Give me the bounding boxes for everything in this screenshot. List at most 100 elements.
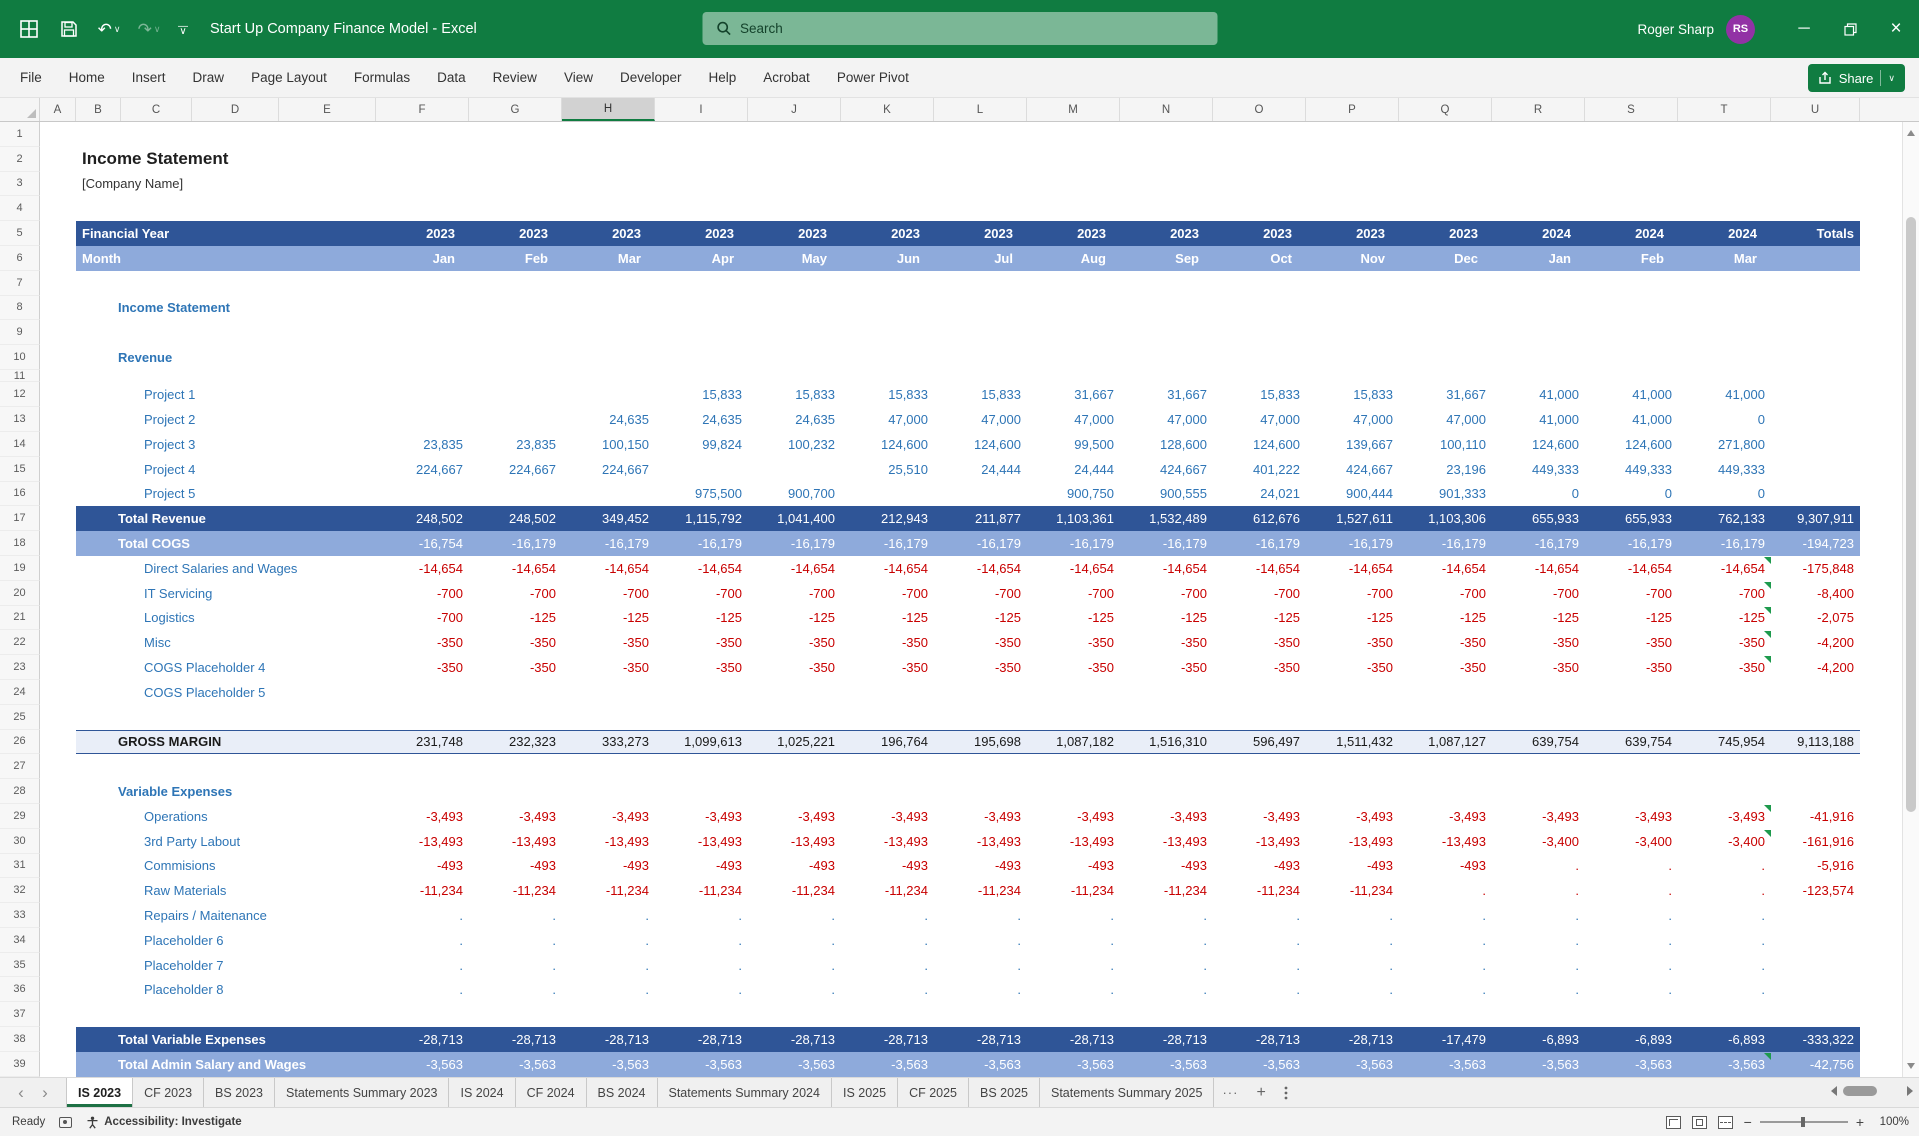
cell-G13[interactable] (469, 407, 562, 432)
cell-J35[interactable]: . (831, 957, 835, 973)
cell-F34[interactable]: . (459, 932, 463, 948)
cell-F32[interactable]: -11,234 (419, 883, 463, 899)
cell-R32[interactable]: . (1575, 883, 1579, 899)
cell-P33[interactable]: . (1389, 907, 1393, 923)
cell-T23[interactable]: -350 (1678, 655, 1771, 680)
cell-N35[interactable]: . (1203, 957, 1207, 973)
cell-T36[interactable]: . (1761, 982, 1765, 998)
cell-O30[interactable]: -13,493 (1255, 833, 1300, 849)
column-header-M[interactable]: M (1027, 98, 1120, 121)
cell-O31[interactable]: -493 (1273, 858, 1300, 874)
cell-P22[interactable]: -350 (1366, 635, 1393, 651)
menu-view[interactable]: View (563, 70, 593, 85)
cell-Q36[interactable]: . (1482, 982, 1486, 998)
column-header-A[interactable]: A (40, 98, 76, 121)
cell-A29[interactable] (40, 804, 76, 829)
row-header-4[interactable]: 4 (0, 196, 40, 222)
cell-U38[interactable]: -333,322 (1802, 1031, 1854, 1047)
cell-L23[interactable]: -350 (994, 660, 1021, 676)
cell-G39[interactable]: -3,563 (519, 1056, 556, 1072)
cell-S39[interactable]: -3,563 (1635, 1056, 1672, 1072)
row-header-34[interactable]: 34 (0, 927, 40, 953)
cell-O19[interactable]: -14,654 (1255, 560, 1300, 576)
cell-M6[interactable]: Aug (1080, 250, 1106, 266)
cell-L36[interactable]: . (1017, 982, 1021, 998)
zoom-slider-thumb[interactable] (1800, 1117, 1805, 1127)
scroll-down-arrow-icon[interactable] (1907, 1063, 1915, 1069)
tab-cf-2025[interactable]: CF 2025 (898, 1078, 970, 1107)
cell-G34[interactable]: . (552, 932, 556, 948)
cell-F18[interactable]: -16,754 (418, 536, 463, 552)
menu-data[interactable]: Data (437, 70, 466, 85)
cell-H33[interactable]: . (645, 907, 649, 923)
cell-A27[interactable] (40, 754, 76, 779)
cell-F29[interactable]: -3,493 (426, 808, 463, 824)
cell-T12[interactable]: 41,000 (1725, 387, 1765, 403)
cell-I31[interactable]: -493 (715, 858, 742, 874)
cell-A7[interactable] (40, 271, 76, 296)
column-header-N[interactable]: N (1120, 98, 1213, 121)
cell-N38[interactable]: -28,713 (1162, 1031, 1207, 1047)
cell-K39[interactable]: -3,563 (891, 1056, 928, 1072)
cell-M14[interactable]: 99,500 (1074, 436, 1114, 452)
cell-I13[interactable]: 24,635 (702, 412, 742, 428)
cell-J15[interactable] (748, 457, 841, 482)
cell-K32[interactable]: -11,234 (884, 883, 928, 899)
row-header-8[interactable]: 8 (0, 295, 40, 321)
cell-A39[interactable] (40, 1052, 76, 1077)
cell-F21[interactable]: -700 (436, 610, 463, 626)
cell-G30[interactable]: -13,493 (511, 833, 556, 849)
cell-A9[interactable] (40, 320, 76, 345)
cell-P13[interactable]: 47,000 (1353, 412, 1393, 428)
select-all-corner[interactable] (0, 98, 40, 121)
cell-S32[interactable]: . (1668, 883, 1672, 899)
cell-I30[interactable]: -13,493 (697, 833, 742, 849)
label-cell-9[interactable] (76, 320, 376, 345)
cell-F16[interactable] (376, 482, 469, 507)
row-header-26[interactable]: 26 (0, 729, 40, 755)
cell-A28[interactable] (40, 779, 76, 804)
cell-L15[interactable]: 24,444 (981, 461, 1021, 477)
cell-T19[interactable]: -14,654 (1678, 556, 1771, 581)
cell-M18[interactable]: -16,179 (1069, 536, 1114, 552)
cell-T26[interactable]: 745,954 (1718, 734, 1765, 750)
cell-K31[interactable]: -493 (901, 858, 928, 874)
cell-A6[interactable] (40, 246, 76, 271)
cell-O29[interactable]: -3,493 (1263, 808, 1300, 824)
row-header-29[interactable]: 29 (0, 803, 40, 829)
cell-T13[interactable]: 0 (1757, 412, 1765, 428)
cell-A32[interactable] (40, 878, 76, 903)
cell-O38[interactable]: -28,713 (1255, 1031, 1300, 1047)
row-header-36[interactable]: 36 (0, 977, 40, 1003)
cell-L17[interactable]: 211,877 (974, 511, 1021, 527)
cell-M21[interactable]: -125 (1087, 610, 1114, 626)
cell-H32[interactable]: -11,234 (605, 883, 649, 899)
tab-statements-summary-2024[interactable]: Statements Summary 2024 (658, 1078, 832, 1107)
cell-Q35[interactable]: . (1482, 957, 1486, 973)
cell-N39[interactable]: -3,563 (1170, 1056, 1207, 1072)
cell-I32[interactable]: -11,234 (698, 883, 742, 899)
cell-T14[interactable]: 271,800 (1718, 436, 1765, 452)
cell-A13[interactable] (40, 407, 76, 432)
row-header-3[interactable]: 3 (0, 171, 40, 197)
label-cell-27[interactable] (76, 754, 376, 779)
cell-I18[interactable]: -16,179 (697, 536, 742, 552)
cell-S34[interactable]: . (1668, 932, 1672, 948)
label-cell-30[interactable]: 3rd Party Labout (76, 829, 376, 854)
cell-R18[interactable]: -16,179 (1534, 536, 1579, 552)
cell-H34[interactable]: . (645, 932, 649, 948)
cell-F26[interactable]: 231,748 (416, 734, 463, 750)
cell-G23[interactable]: -350 (529, 660, 556, 676)
row-header-38[interactable]: 38 (0, 1027, 40, 1052)
row-header-10[interactable]: 10 (0, 345, 40, 370)
cell-Q33[interactable]: . (1482, 907, 1486, 923)
cell-R29[interactable]: -3,493 (1542, 808, 1579, 824)
cell-A34[interactable] (40, 928, 76, 953)
cell-T32[interactable]: . (1761, 883, 1765, 899)
cell-R35[interactable]: . (1575, 957, 1579, 973)
cell-J21[interactable]: -125 (808, 610, 835, 626)
cell-M23[interactable]: -350 (1087, 660, 1114, 676)
cell-R14[interactable]: 124,600 (1532, 436, 1579, 452)
cell-U15[interactable] (1771, 457, 1860, 482)
cell-H13[interactable]: 24,635 (609, 412, 649, 428)
